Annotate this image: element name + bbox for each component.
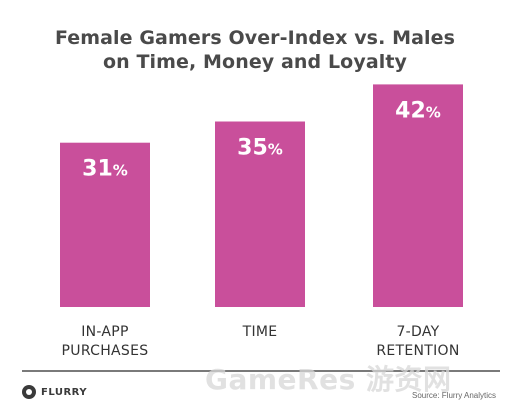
bar-2 bbox=[215, 121, 305, 307]
category-label-1-line-1: IN-APP bbox=[81, 324, 129, 340]
flurry-logo-text: FLURRY bbox=[41, 386, 88, 398]
chart-title-line-2: on Time, Money and Loyalty bbox=[102, 51, 408, 73]
chart-title: Female Gamers Over-Index vs. Males on Ti… bbox=[0, 26, 510, 74]
bar-1 bbox=[60, 142, 150, 307]
bar-value-label-1: 31% bbox=[82, 157, 128, 182]
category-label-3-line-1: 7-DAY bbox=[396, 324, 439, 340]
category-label-1-line-2: PURCHASES bbox=[62, 343, 149, 359]
flurry-logo-icon bbox=[22, 385, 36, 399]
source-note: Source: Flurry Analytics bbox=[412, 391, 497, 400]
chart-title-line-1: Female Gamers Over-Index vs. Males bbox=[54, 27, 456, 49]
bar-3 bbox=[373, 84, 463, 308]
bar-value-label-2: 35% bbox=[237, 136, 283, 161]
watermark: GameRes 游资网 bbox=[205, 363, 452, 396]
footer-divider bbox=[22, 370, 500, 372]
category-label-2-line-1: TIME bbox=[242, 324, 278, 340]
flurry-logo: FLURRY bbox=[22, 385, 87, 399]
category-label-3-line-2: RETENTION bbox=[376, 343, 459, 359]
bar-value-label-3: 42% bbox=[395, 98, 441, 123]
